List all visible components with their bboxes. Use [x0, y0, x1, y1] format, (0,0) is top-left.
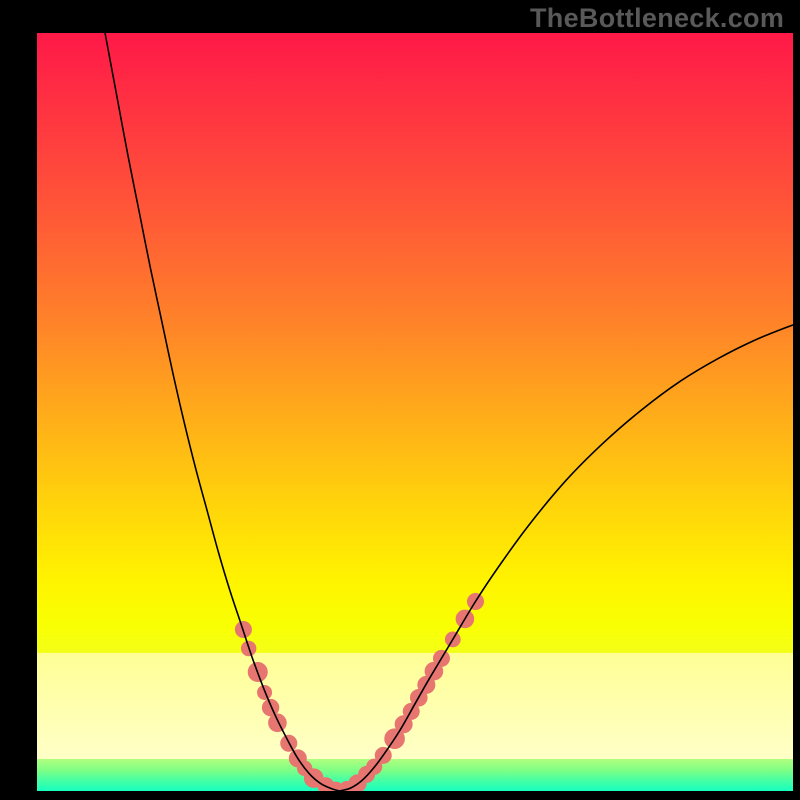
gradient-background — [37, 33, 793, 791]
marker-dot — [269, 714, 287, 732]
watermark-text: TheBottleneck.com — [530, 3, 784, 34]
stage: TheBottleneck.com — [0, 0, 800, 800]
marker-dot — [262, 699, 278, 715]
bottleneck-chart — [37, 33, 793, 791]
